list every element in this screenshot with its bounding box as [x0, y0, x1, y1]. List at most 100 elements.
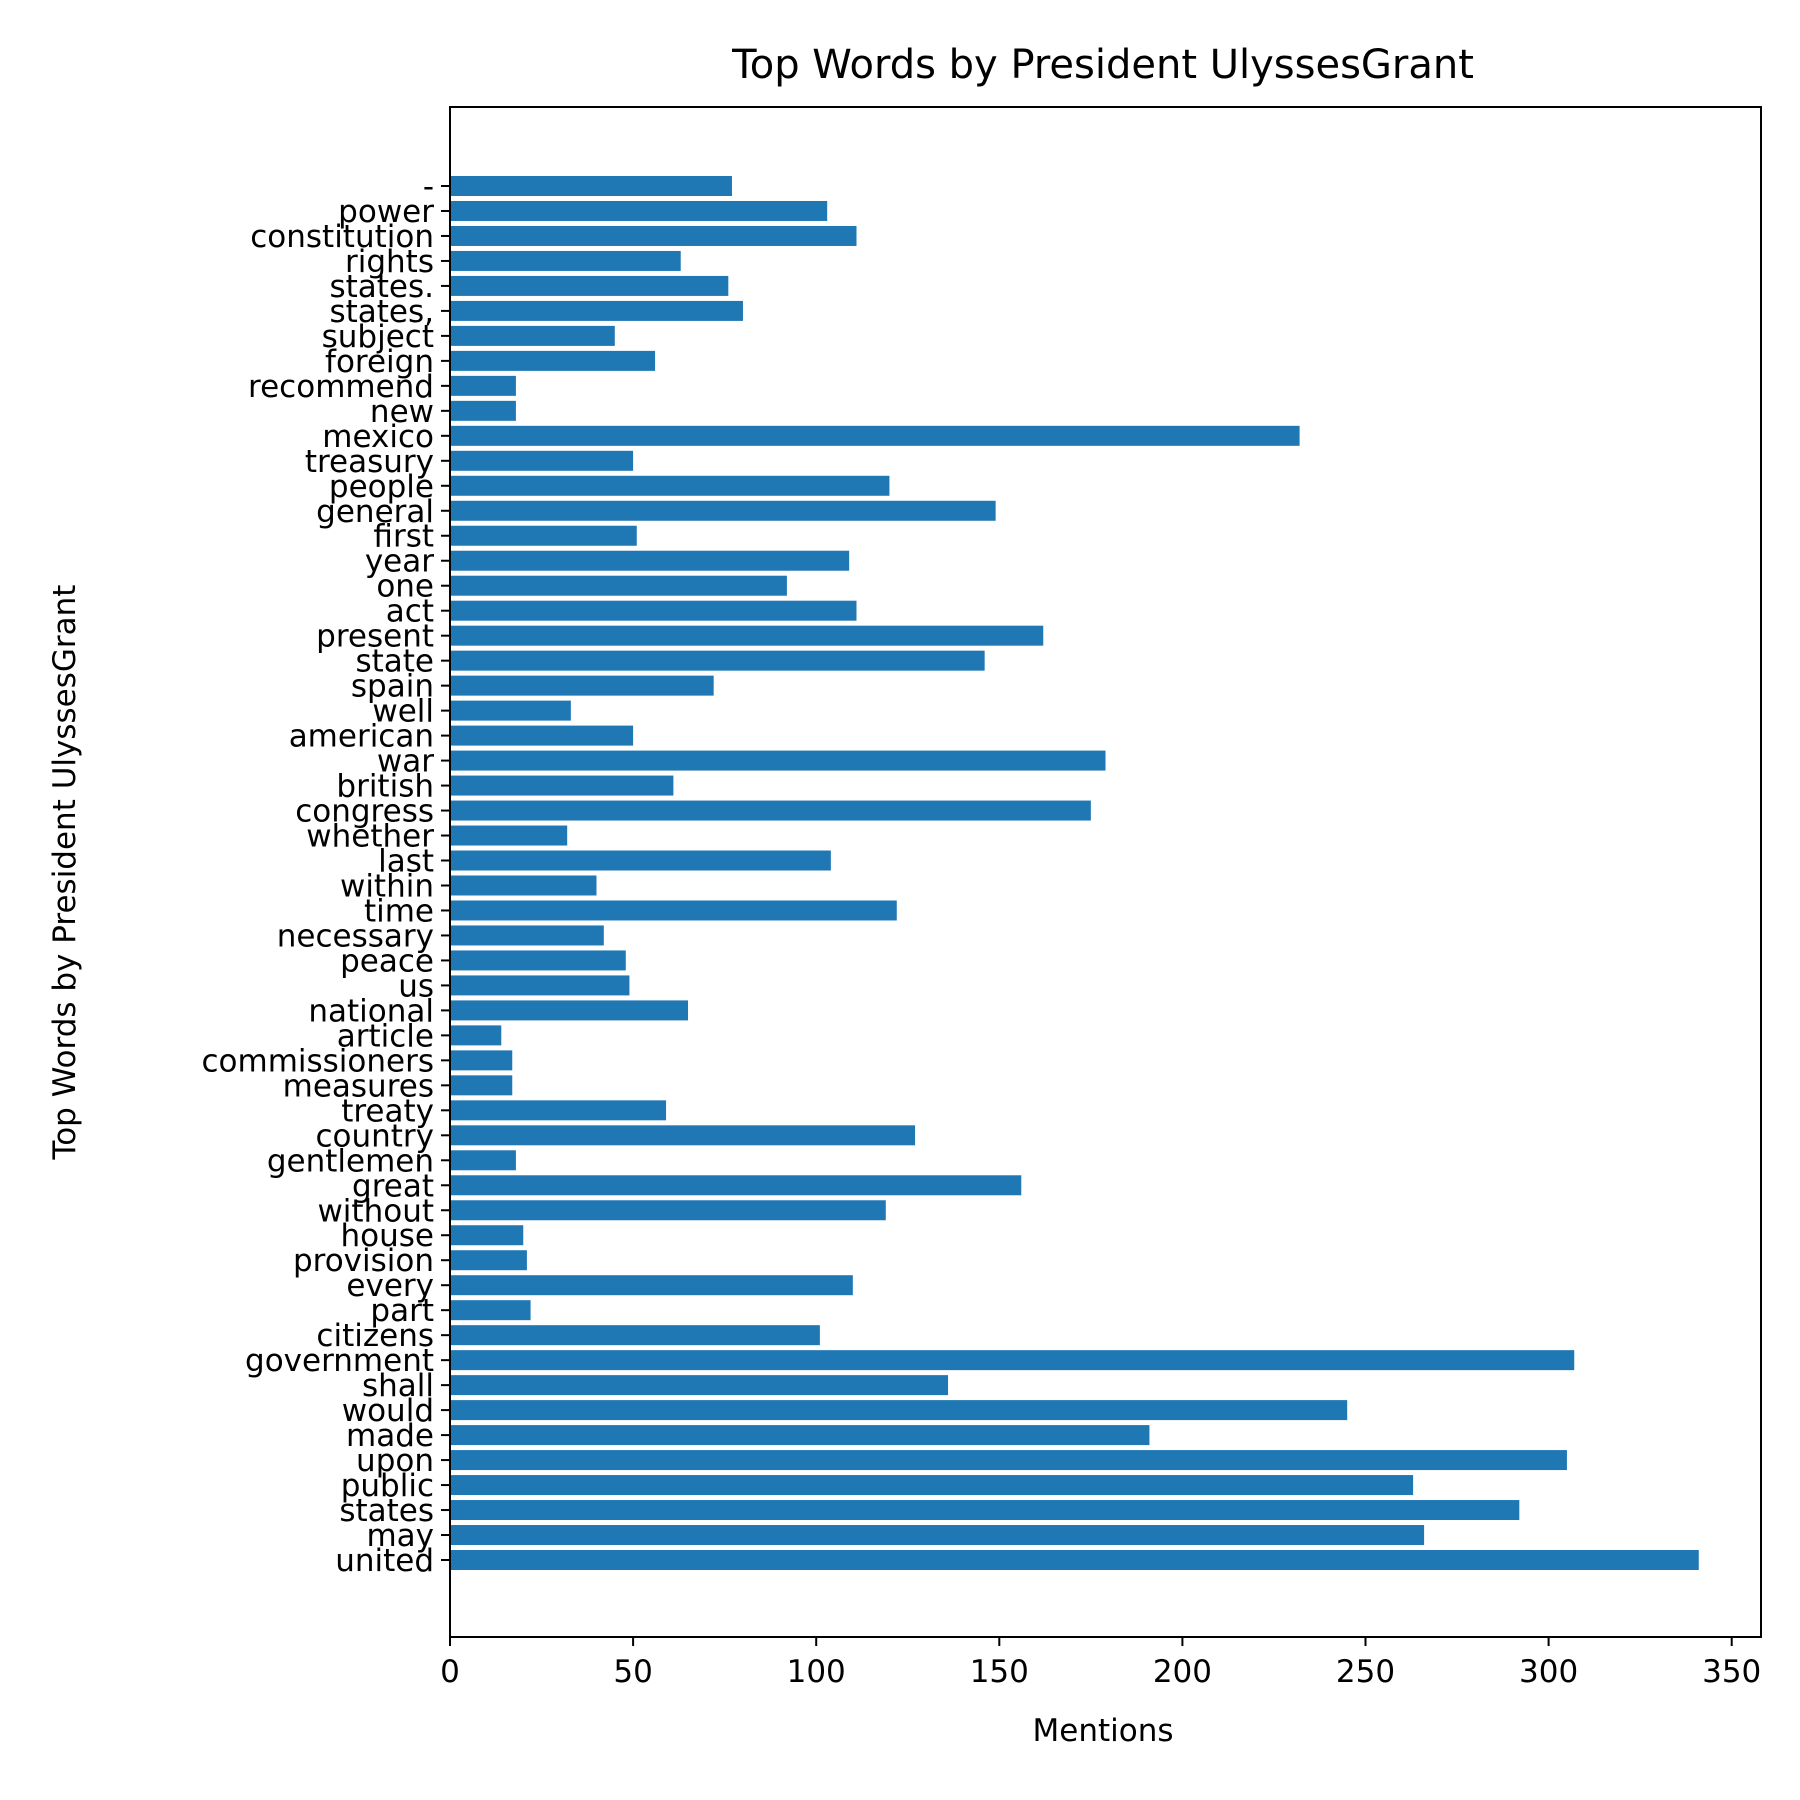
y-tick-label-13: house: [341, 1218, 434, 1254]
y-tick-label-6: would: [342, 1393, 434, 1429]
y-tick-label-40: year: [365, 544, 434, 580]
bar-55: [450, 176, 732, 196]
y-tick-label-29: whether: [306, 819, 434, 855]
bar-9: [450, 1325, 820, 1346]
y-tick-label-3: public: [341, 1468, 434, 1504]
y-tick-label-31: british: [336, 769, 434, 805]
y-tick-label-23: us: [398, 968, 434, 1004]
bar-42: [450, 500, 996, 521]
bar-19: [450, 1075, 513, 1096]
bar-23: [450, 975, 630, 996]
y-tick-label-30: congress: [295, 794, 434, 830]
bar-44: [450, 450, 634, 471]
y-tick-label-47: recommend: [248, 369, 434, 405]
bar-24: [450, 950, 626, 971]
y-tick-label-46: new: [370, 394, 434, 430]
y-tick-label-44: treasury: [305, 444, 434, 480]
y-tick-label-32: war: [377, 744, 434, 780]
bar-48: [450, 350, 656, 371]
bar-29: [450, 825, 568, 846]
y-tick-label-37: present: [316, 619, 434, 655]
y-tick-label-42: general: [316, 494, 434, 530]
y-tick-label-8: government: [245, 1343, 434, 1379]
bar-15: [450, 1175, 1022, 1196]
bar-12: [450, 1250, 527, 1271]
y-tick-label-2: states: [339, 1493, 434, 1529]
y-tick-label-5: made: [346, 1418, 434, 1454]
bar-52: [450, 250, 681, 271]
bar-54: [450, 200, 828, 221]
bar-37: [450, 625, 1044, 646]
y-tick-label-51: states.: [329, 269, 434, 305]
y-tick-label-0: united: [335, 1543, 434, 1579]
bar-39: [450, 575, 787, 596]
y-tick-label-34: well: [372, 694, 434, 730]
y-tick-label-19: measures: [283, 1068, 434, 1104]
bar-6: [450, 1400, 1348, 1421]
y-tick-label-35: spain: [351, 669, 434, 705]
y-tick-label-38: act: [386, 594, 434, 630]
y-tick-label-15: great: [352, 1168, 434, 1204]
x-axis-label: Mentions: [1033, 1713, 1174, 1749]
y-axis-label: Top Words by President UlyssesGrant: [47, 585, 83, 1161]
bar-20: [450, 1050, 513, 1071]
bar-28: [450, 850, 831, 871]
y-tick-label-14: without: [317, 1193, 434, 1229]
bar-22: [450, 1000, 689, 1021]
y-tick-label-45: mexico: [322, 419, 434, 455]
y-tick-label-21: article: [337, 1018, 434, 1054]
bar-32: [450, 750, 1106, 771]
y-tick-label-16: gentlemen: [267, 1143, 434, 1179]
y-tick-label-20: commissioners: [201, 1043, 434, 1079]
y-tick-label-49: subject: [322, 319, 434, 355]
bar-43: [450, 475, 890, 496]
bar-47: [450, 375, 516, 396]
bar-51: [450, 275, 729, 296]
bar-41: [450, 525, 637, 546]
chart-title: Top Words by President UlyssesGrant: [731, 42, 1474, 88]
bar-16: [450, 1150, 516, 1171]
x-tick-label-1: 50: [613, 1654, 652, 1690]
bar-25: [450, 925, 604, 946]
bar-45: [450, 425, 1300, 446]
bar-38: [450, 600, 857, 621]
bar-46: [450, 400, 516, 421]
y-tick-label-11: every: [346, 1268, 434, 1304]
bar-26: [450, 900, 897, 921]
bar-31: [450, 775, 674, 796]
y-tick-label-53: constitution: [250, 219, 434, 255]
bar-21: [450, 1025, 502, 1046]
bar-18: [450, 1100, 667, 1121]
y-tick-label-28: last: [378, 844, 434, 880]
y-tick-label-24: peace: [340, 943, 434, 979]
y-tick-label-52: rights: [345, 244, 434, 280]
y-tick-label-26: time: [364, 893, 434, 929]
y-tick-label-55: -: [423, 169, 434, 205]
bar-8: [450, 1350, 1575, 1371]
plot-frame: [449, 106, 1762, 1638]
bar-11: [450, 1275, 853, 1296]
x-axis: 0 50 100 150 200 250 300 350: [440, 1637, 1761, 1690]
bar-50: [450, 300, 743, 321]
y-tick-label-10: part: [370, 1293, 434, 1329]
x-tick-label-3: 150: [970, 1654, 1029, 1690]
bar-35: [450, 675, 714, 696]
y-tick-label-50: states,: [329, 294, 434, 330]
bar-49: [450, 325, 615, 346]
bar-34: [450, 700, 571, 721]
y-tick-label-27: within: [340, 868, 434, 904]
bar-13: [450, 1225, 524, 1246]
y-tick-label-25: necessary: [277, 918, 434, 954]
y-tick-label-4: upon: [356, 1443, 434, 1479]
y-tick-label-7: shall: [362, 1368, 434, 1404]
bar-36: [450, 650, 985, 671]
y-tick-label-22: national: [308, 993, 434, 1029]
y-tick-label-33: american: [289, 719, 434, 755]
bar-30: [450, 800, 1091, 821]
y-axis: unitedmaystatespublicuponmadewouldshallg…: [201, 169, 450, 1579]
bar-3: [450, 1475, 1414, 1496]
bar-5: [450, 1425, 1150, 1446]
x-tick-label-2: 100: [787, 1654, 846, 1690]
bar-40: [450, 550, 850, 571]
